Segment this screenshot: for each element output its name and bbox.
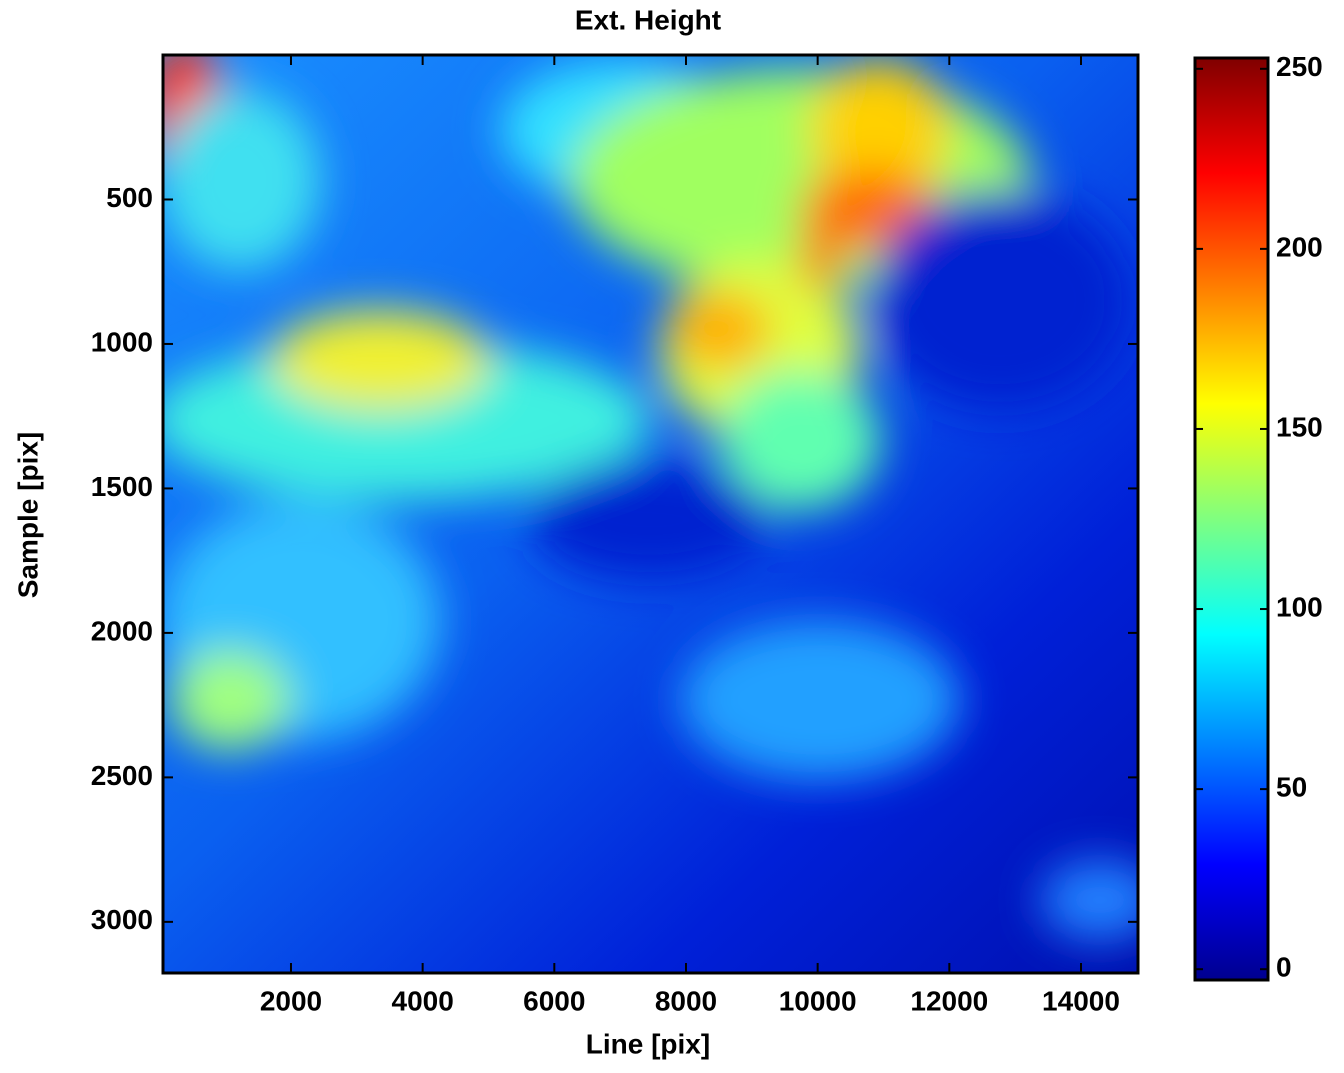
y-axis-label: Sample [pix] bbox=[12, 432, 43, 598]
y-tick-label: 1000 bbox=[91, 326, 153, 357]
x-axis-label: Line [pix] bbox=[586, 1028, 710, 1059]
y-tick-label: 500 bbox=[106, 182, 153, 213]
y-tick-label: 2500 bbox=[91, 760, 153, 791]
x-tick-label: 10000 bbox=[779, 985, 857, 1016]
heatmap-image bbox=[163, 55, 1138, 973]
colorbar-tick-label: 50 bbox=[1276, 772, 1307, 803]
y-tick-label: 1500 bbox=[91, 471, 153, 502]
x-tick-label: 4000 bbox=[392, 985, 454, 1016]
colorbar-tick-label: 200 bbox=[1276, 231, 1323, 262]
colorbar-tick-label: 100 bbox=[1276, 591, 1323, 622]
colorbar-tick-label: 0 bbox=[1276, 952, 1292, 983]
y-tick-label: 3000 bbox=[91, 904, 153, 935]
colorbar bbox=[1193, 56, 1270, 982]
y-tick-label: 2000 bbox=[91, 615, 153, 646]
chart-title: Ext. Height bbox=[575, 4, 721, 35]
x-tick-label: 14000 bbox=[1042, 985, 1120, 1016]
x-tick-label: 2000 bbox=[260, 985, 322, 1016]
colorbar-tick-label: 150 bbox=[1276, 411, 1323, 442]
x-tick-label: 6000 bbox=[523, 985, 585, 1016]
colorbar-tick-label: 250 bbox=[1276, 51, 1323, 82]
x-tick-label: 12000 bbox=[910, 985, 988, 1016]
plot-frame bbox=[161, 53, 1140, 975]
x-tick-label: 8000 bbox=[655, 985, 717, 1016]
